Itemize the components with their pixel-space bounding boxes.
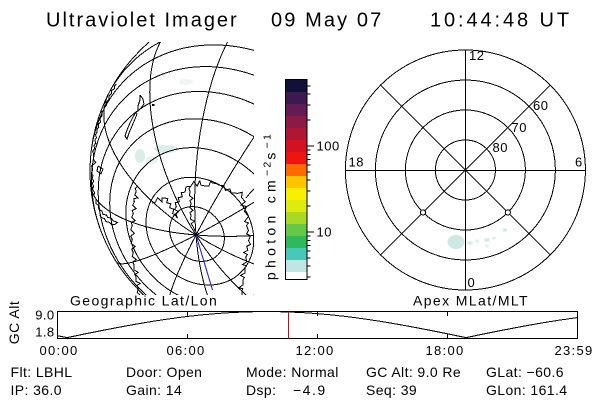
svg-text:23:59: 23:59 xyxy=(554,343,593,358)
svg-text:photon cm−2s−1: photon cm−2s−1 xyxy=(262,132,279,280)
svg-text:12:00: 12:00 xyxy=(295,343,334,358)
svg-text:Flt: LBHL: Flt: LBHL xyxy=(11,364,73,380)
svg-text:GC Alt: 9.0 Re: GC Alt: 9.0 Re xyxy=(366,364,461,380)
svg-text:10: 10 xyxy=(317,225,332,240)
svg-text:GLon: 161.4: GLon: 161.4 xyxy=(486,382,567,398)
svg-text:Geographic Lat/Lon: Geographic Lat/Lon xyxy=(70,293,218,309)
svg-text:10:44:48 UT: 10:44:48 UT xyxy=(430,10,572,32)
svg-text:1.8: 1.8 xyxy=(35,325,54,340)
svg-text:GLat: −60.6: GLat: −60.6 xyxy=(486,364,564,380)
svg-text:Seq: 39: Seq: 39 xyxy=(366,382,417,398)
svg-text:18:00: 18:00 xyxy=(425,343,464,358)
svg-text:06:00: 06:00 xyxy=(166,343,205,358)
svg-text:GC Alt: GC Alt xyxy=(6,301,22,344)
svg-text:00:00: 00:00 xyxy=(39,343,78,358)
svg-text:Apex MLat/MLT: Apex MLat/MLT xyxy=(413,293,529,309)
svg-text:80: 80 xyxy=(493,140,508,155)
svg-text:Ultraviolet Imager: Ultraviolet Imager xyxy=(46,10,239,32)
svg-text:18: 18 xyxy=(349,155,364,170)
svg-text:Door: Open: Door: Open xyxy=(126,364,202,380)
svg-text:IP: 36.0: IP: 36.0 xyxy=(11,382,62,398)
svg-text:100: 100 xyxy=(317,139,340,154)
svg-text:0: 0 xyxy=(468,275,476,290)
svg-text:−4.9: −4.9 xyxy=(293,382,327,398)
svg-text:Dsp:: Dsp: xyxy=(246,382,276,398)
svg-text:09 May 07: 09 May 07 xyxy=(271,10,383,32)
svg-text:Gain: 14: Gain: 14 xyxy=(126,382,182,398)
svg-text:9.0: 9.0 xyxy=(35,308,54,323)
svg-text:6: 6 xyxy=(575,155,583,170)
svg-text:12: 12 xyxy=(469,48,484,63)
svg-text:Mode: Normal: Mode: Normal xyxy=(246,364,339,380)
svg-text:60: 60 xyxy=(533,98,548,113)
svg-text:70: 70 xyxy=(512,120,527,135)
